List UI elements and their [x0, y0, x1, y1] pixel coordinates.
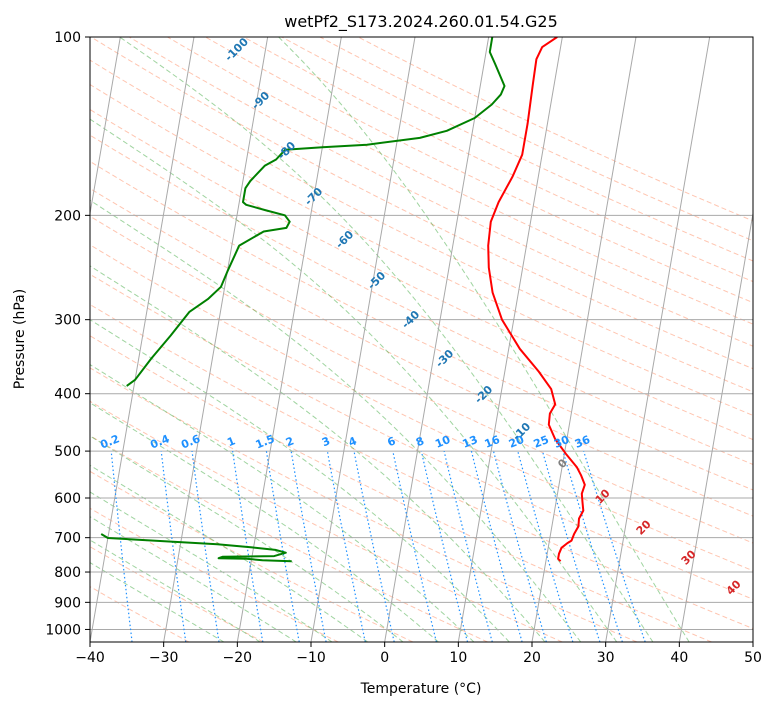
mixing-ratio-label: 2 [284, 434, 296, 449]
y-axis-label: Pressure (hPa) [12, 289, 28, 389]
isotherm-line [678, 210, 753, 642]
y-tick-label: 200 [54, 208, 81, 224]
moist-adiabat-line [90, 435, 404, 642]
dry-adiabat-line [90, 160, 753, 491]
moist-adiabat-line [278, 37, 690, 642]
isotherm-line [605, 37, 711, 642]
axis-ticks: −40 −30 −20 −10 0 10 20 30 40 50 100 200 300 400 500 60… [45, 30, 762, 666]
moist-adiabat-line [90, 319, 510, 642]
x-tick-label: 0 [380, 650, 389, 666]
mixing-ratio-line [160, 451, 187, 642]
mixing-ratio-label: 13 [461, 433, 480, 451]
dewpoint-profile [126, 37, 506, 387]
dry-adiabat-line [90, 335, 712, 642]
isotherm-line [236, 37, 342, 642]
data-lines [100, 37, 586, 563]
mixing-ratio-label: 1 [225, 434, 237, 449]
y-tick-label: 400 [54, 387, 81, 403]
dry-adiabat-line [90, 215, 753, 544]
y-tick-label: 500 [54, 444, 81, 460]
x-axis-label: Temperature (°C) [360, 681, 482, 697]
x-tick-label: 40 [670, 650, 688, 666]
mixing-ratio-line [110, 451, 133, 642]
mixing-ratio-label: 16 [483, 433, 502, 451]
mixing-ratio-label: 8 [414, 434, 426, 449]
dry-adiabat-line [90, 134, 753, 466]
mixing-ratio-line [420, 450, 469, 642]
moist-adiabat-line [119, 37, 654, 642]
y-tick-label: 600 [54, 491, 81, 507]
y-tick-label: 300 [54, 313, 81, 329]
x-tick-label: −20 [223, 650, 253, 666]
y-tick-label: 900 [54, 595, 81, 611]
dry-adiabat-line [90, 273, 753, 600]
mixing-ratio-line [353, 450, 395, 642]
dry-adiabat-line [90, 507, 339, 642]
y-tick-label: 100 [54, 30, 81, 46]
background-lines [90, 37, 753, 642]
plot-frame [89, 36, 754, 643]
chart-title: wetPf2_S173.2024.260.01.54.G25 [284, 12, 558, 32]
moist-adiabat-line [90, 491, 333, 642]
moist-adiabat-line [90, 265, 546, 642]
x-tick-label: 20 [523, 650, 541, 666]
dry-adiabat-line [90, 367, 638, 642]
mixing-ratio-label: 10 [433, 433, 452, 451]
isotherm-line [384, 37, 490, 642]
mixing-ratio-line [583, 450, 646, 642]
x-tick-label: 30 [597, 650, 615, 666]
x-tick-label: −40 [75, 650, 105, 666]
x-tick-label: −30 [149, 650, 179, 666]
dry-adiabat-line [90, 108, 753, 441]
mixing-ratio-line [392, 450, 437, 642]
isotherm-line [90, 37, 195, 642]
mixing-ratio-line [562, 450, 623, 642]
y-tick-label: 700 [54, 531, 81, 547]
dry-adiabat-line [243, 37, 753, 283]
x-tick-label: 10 [449, 650, 467, 666]
dry-adiabat-line [90, 83, 753, 416]
dewpoint-profile [100, 533, 292, 563]
moist-adiabat-line [90, 402, 439, 642]
mixing-ratio-label: 30 [552, 433, 571, 451]
dry-adiabat-line [90, 303, 753, 630]
moist-adiabat-line [90, 561, 225, 642]
dry-adiabat-line [90, 400, 563, 642]
mixing-ratio-label: 20 [507, 433, 526, 451]
isotherm-line [531, 37, 637, 642]
isotherm-line [457, 37, 563, 642]
y-tick-label: 1000 [45, 622, 81, 638]
y-tick-label: 800 [54, 565, 81, 581]
mixing-ratio-line [191, 451, 220, 642]
mixing-ratio-label: 36 [573, 433, 592, 451]
x-tick-label: 50 [744, 650, 762, 666]
dry-adiabat-line [167, 37, 753, 325]
isotherm-line [90, 37, 121, 217]
mixing-ratio-line [326, 450, 366, 642]
x-tick-label: −10 [296, 650, 326, 666]
moist-adiabat-line [90, 539, 261, 642]
mixing-ratio-line [443, 450, 493, 642]
mixing-ratio-line [517, 450, 574, 642]
mixing-ratio-label: 25 [532, 433, 551, 451]
mixing-ratio-line [541, 450, 601, 642]
moist-adiabat-line [90, 464, 368, 642]
dry-adiabat-line [90, 546, 264, 642]
mixing-ratio-label: 3 [320, 434, 332, 449]
mixing-ratio-line [470, 450, 523, 642]
dry-adiabat-line [90, 435, 488, 642]
mixing-ratio-line [492, 450, 547, 642]
dry-adiabat-line [205, 37, 753, 304]
temperature-profile [487, 37, 586, 562]
isotherm-line [310, 37, 416, 642]
